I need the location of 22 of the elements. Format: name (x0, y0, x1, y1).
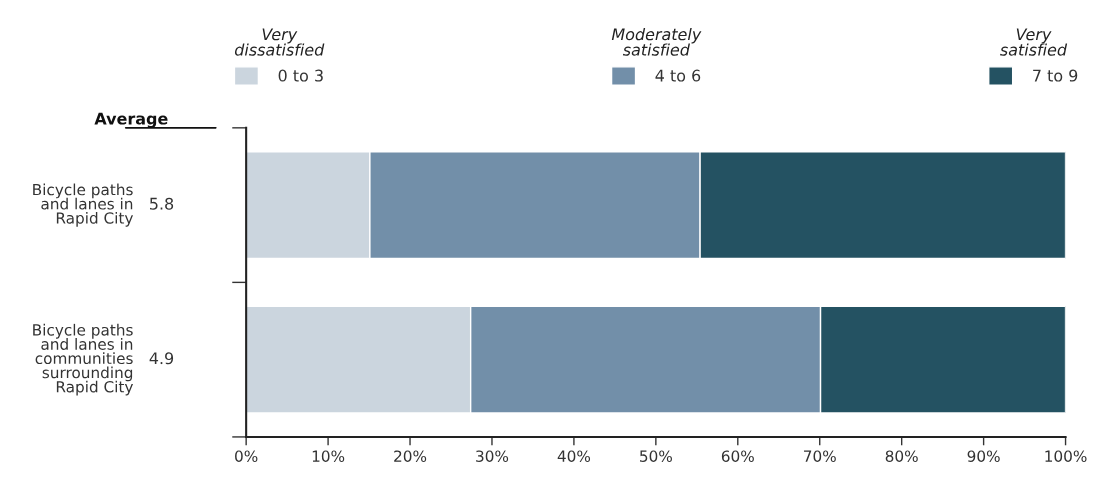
x-tick-label: 80% (885, 450, 918, 462)
text: Very satisfied (1000, 28, 1068, 56)
legend-title: Average (94, 112, 168, 128)
text: 5.8 (150, 197, 174, 210)
x-tick-label: 30% (476, 450, 509, 462)
x-tick-label: 60% (721, 450, 754, 462)
x-tick-label: 10% (312, 450, 345, 462)
x-tick-label: 90% (967, 450, 1000, 462)
x-tick-label: 100% (1045, 450, 1087, 462)
x-tick-label: 20% (394, 450, 427, 462)
x-tick-label: 40% (557, 450, 591, 462)
text: Moderately satisfied (611, 27, 702, 56)
y-tick-label: Bicycle paths and lanes in Rapid City (33, 183, 134, 227)
legend-label: 0 to 3 (278, 69, 323, 82)
x-tick-label: 0% (235, 450, 258, 462)
x-tick-label: 50% (640, 450, 672, 462)
y-tick-label: Bicycle paths and lanes in communities surrounding Rapid City (33, 323, 134, 396)
legend-label: 7 to 9 (1033, 69, 1078, 82)
text: Very dissatisfied (234, 28, 325, 56)
legend-label: 4 to 6 (655, 69, 701, 82)
x-tick-label: 70% (804, 450, 836, 462)
text: 4.9 (149, 352, 174, 365)
